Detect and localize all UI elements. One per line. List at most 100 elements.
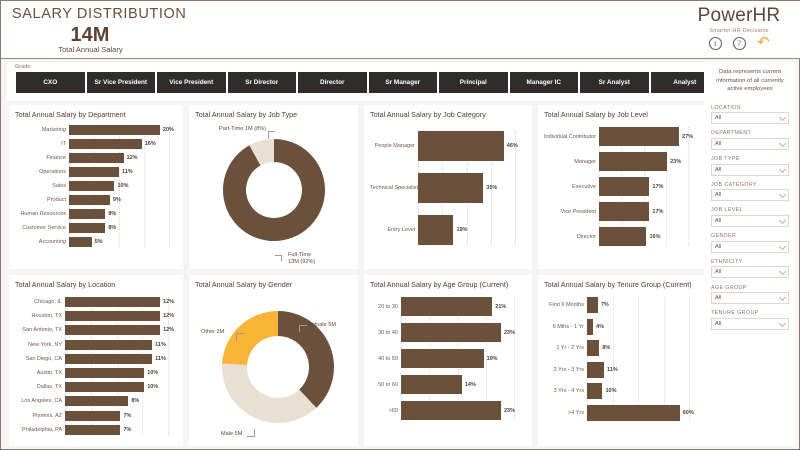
bar[interactable] (69, 139, 142, 149)
bar[interactable] (69, 223, 106, 233)
bar-row[interactable]: >60 23% (370, 401, 526, 420)
donut-ring[interactable] (223, 139, 325, 241)
bar[interactable] (587, 404, 680, 421)
bar[interactable] (418, 215, 454, 245)
bar-chart-tenure-group[interactable]: First 6 Months 7% 6 Mths - 1 Yr 4% 1 Yr - 2 … (544, 297, 698, 421)
donut-slice[interactable] (222, 363, 317, 423)
bar-row[interactable]: People Manager 46% (370, 131, 526, 161)
filter-select[interactable]: All (711, 266, 789, 279)
grade-tab[interactable]: Manager IC (509, 72, 578, 93)
bar-row[interactable]: Operations 11% (15, 167, 177, 177)
donut-ring[interactable] (222, 311, 334, 423)
bar-row[interactable]: Sales 10% (15, 181, 177, 191)
bar-chart-location[interactable]: Chicago, IL 12% Houston, TX 12% San Antonio,… (15, 297, 177, 435)
filter-select[interactable]: All (711, 189, 789, 202)
bar[interactable] (599, 152, 668, 171)
bar[interactable] (65, 353, 153, 364)
bar[interactable] (65, 311, 161, 322)
donut-chart-job-type[interactable]: Part-Time 1M (8%) Full-Time 13M (92%) (195, 121, 352, 275)
bar-row[interactable]: Accounting 5% (15, 237, 177, 247)
help-icon[interactable]: ? (732, 37, 746, 50)
bar[interactable] (587, 361, 604, 378)
bar[interactable] (69, 195, 110, 205)
filter-select[interactable]: All (711, 112, 789, 125)
bar[interactable] (69, 209, 106, 219)
bar-chart-department[interactable]: Marketing 20% IT 16% Finance 12% Operations 11%… (15, 125, 177, 247)
filter-select[interactable]: All (711, 240, 789, 253)
bar-chart-age-group[interactable]: 20 to 30 21% 30 to 40 23% 40 to 50 19% 50 to 6… (370, 297, 526, 420)
bar[interactable] (587, 297, 598, 313)
bar-row[interactable]: 30 to 40 23% (370, 323, 526, 342)
bar-row[interactable]: Individual Contributor 27% (544, 127, 698, 146)
bar[interactable] (599, 127, 680, 146)
bar[interactable] (401, 401, 501, 420)
bar[interactable] (587, 340, 600, 356)
bar[interactable] (65, 396, 129, 407)
bar-row[interactable]: IT 16% (15, 139, 177, 149)
bar-row[interactable]: Customer Service 8% (15, 223, 177, 233)
bar-row[interactable]: Director 16% (544, 227, 698, 246)
bar-row[interactable]: 40 to 50 19% (370, 349, 526, 368)
bar-row[interactable]: Phoenix, AZ 7% (15, 410, 177, 421)
bar-row[interactable]: Houston, TX 12% (15, 311, 177, 322)
grade-tab[interactable]: Sr Analyst (580, 72, 649, 93)
bar-row[interactable]: Product 9% (15, 195, 177, 205)
bar[interactable] (418, 173, 484, 203)
bar-row[interactable]: 20 to 30 21% (370, 297, 526, 316)
bar-row[interactable]: First 6 Months 7% (544, 297, 698, 313)
donut-slice[interactable] (223, 139, 325, 241)
bar-row[interactable]: Entry Level 19% (370, 215, 526, 245)
bar-row[interactable]: 6 Mths - 1 Yr 4% (544, 318, 698, 335)
bar[interactable] (599, 177, 650, 196)
bar[interactable] (69, 181, 115, 191)
filter-select[interactable]: All (711, 214, 789, 227)
bar-chart-job-category[interactable]: People Manager 46% Technical Specialist 35%… (370, 131, 526, 245)
bar[interactable] (69, 153, 124, 163)
bar-row[interactable]: Philadelphia, PA 7% (15, 424, 177, 435)
bar-row[interactable]: 1 Yr - 2 Yrs 8% (544, 340, 698, 356)
bar-row[interactable]: 2 Yrs - 3 Yrs 11% (544, 361, 698, 378)
grade-tab[interactable]: Director (298, 72, 367, 93)
info-icon[interactable]: i (708, 37, 722, 50)
bar-row[interactable]: Chicago, IL 12% (15, 297, 177, 307)
bar-row[interactable]: Technical Specialist 35% (370, 173, 526, 203)
bar-chart-job-level[interactable]: Individual Contributor 27% Manager 23% Execu… (544, 127, 698, 246)
bar[interactable] (401, 349, 484, 368)
bar[interactable] (65, 382, 145, 393)
bar[interactable] (65, 339, 153, 350)
bar[interactable] (69, 167, 119, 177)
bar-row[interactable]: 3 Yrs - 4 Yrs 10% (544, 383, 698, 399)
bar-row[interactable]: >4 Yrs 60% (544, 404, 698, 421)
bar-row[interactable]: 50 to 60 14% (370, 375, 526, 394)
filter-select[interactable]: All (711, 137, 789, 150)
grade-tab[interactable]: Sr Director (227, 72, 296, 93)
bar-row[interactable]: Austin, TX 10% (15, 367, 177, 378)
bar-row[interactable]: Los Angeles, CA 8% (15, 396, 177, 407)
grade-tab[interactable]: Analyst (650, 72, 719, 93)
bar-row[interactable]: Manager 23% (544, 152, 698, 171)
bar[interactable] (65, 367, 145, 378)
filter-select[interactable]: All (711, 163, 789, 176)
bar[interactable] (401, 297, 493, 316)
grade-tab[interactable]: Principal (439, 72, 508, 93)
bar[interactable] (65, 325, 161, 336)
bar[interactable] (418, 131, 504, 161)
grade-tab[interactable]: Sr Manager (368, 72, 437, 93)
bar[interactable] (599, 227, 647, 246)
bar[interactable] (587, 318, 594, 335)
bar-row[interactable]: Marketing 20% (15, 125, 177, 135)
filter-select[interactable]: All (711, 317, 789, 330)
bar-row[interactable]: Human Resources 8% (15, 209, 177, 219)
donut-chart-gender[interactable]: Female 5M Male 5M Other 3M (195, 291, 352, 450)
donut-slice[interactable] (249, 139, 274, 166)
grade-tab[interactable]: Sr Vice President (86, 72, 155, 93)
donut-slice[interactable] (278, 311, 334, 408)
bar[interactable] (401, 323, 501, 342)
grade-tab[interactable]: Vice President (157, 72, 226, 93)
undo-icon[interactable]: ↷ (756, 34, 770, 51)
bar[interactable] (65, 424, 121, 435)
bar-row[interactable]: Vice President 17% (544, 202, 698, 221)
bar-row[interactable]: New York, NY 11% (15, 339, 177, 350)
bar-row[interactable]: San Antonio, TX 12% (15, 325, 177, 336)
bar-row[interactable]: Finance 12% (15, 153, 177, 163)
